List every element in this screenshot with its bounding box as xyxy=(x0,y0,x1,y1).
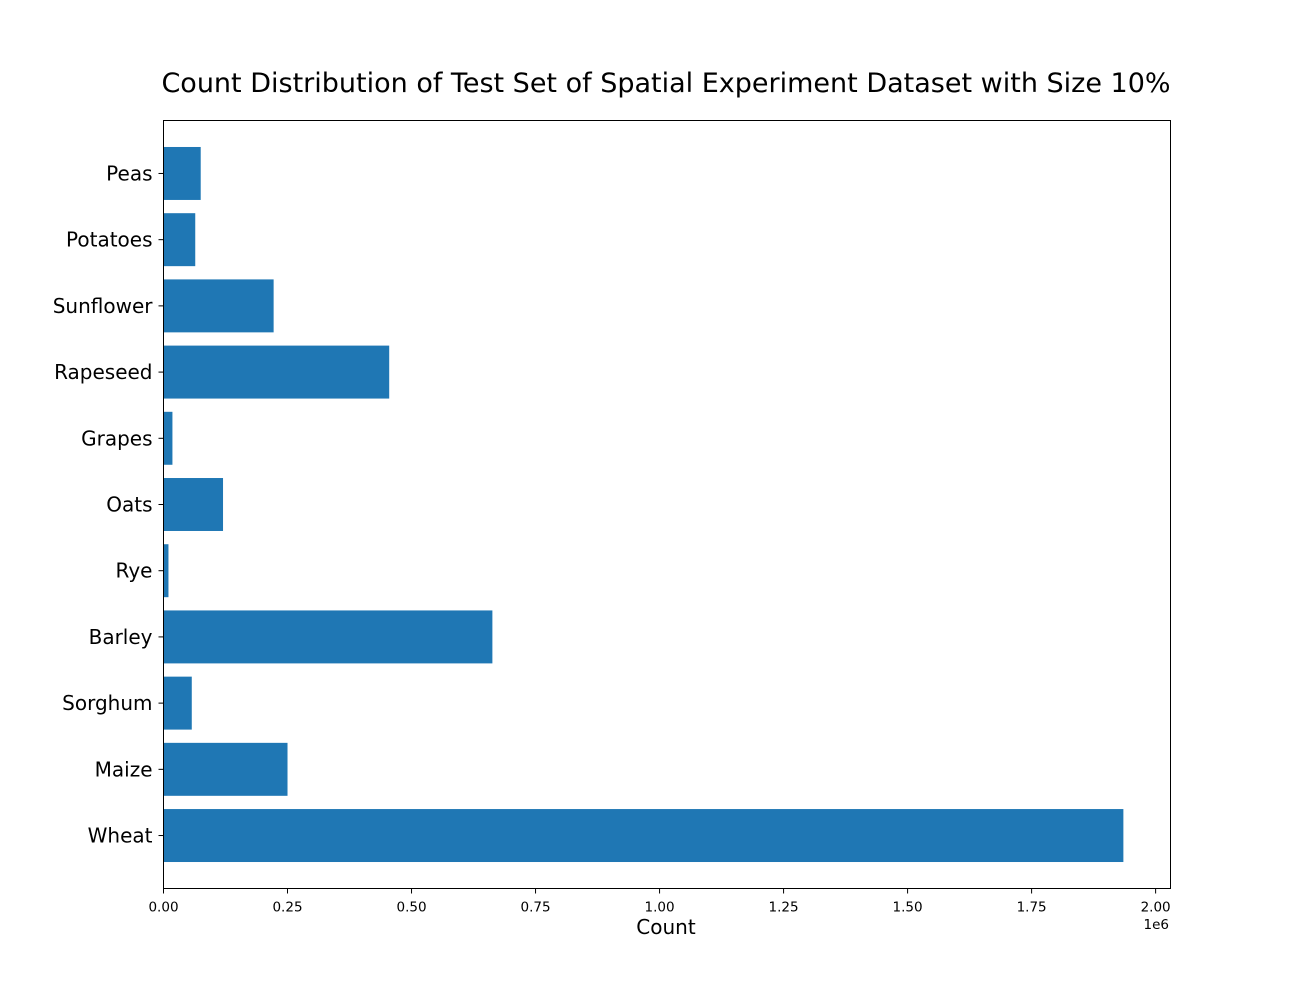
x-tick-label: 1.50 xyxy=(893,900,923,916)
chart-title: Count Distribution of Test Set of Spatia… xyxy=(161,68,1170,99)
bar-sunflower xyxy=(163,279,274,333)
bar-sorghum xyxy=(163,676,192,730)
x-tick-label: 1.75 xyxy=(1017,900,1047,916)
bar-peas xyxy=(163,146,201,200)
y-axis-categories: Wheat Maize Sorghum Barley Rye Oats Grapes Rape… xyxy=(53,161,164,848)
bar-rapeseed xyxy=(163,345,390,399)
x-tick-label: 1.00 xyxy=(645,900,675,916)
x-tick-label: 0.75 xyxy=(521,900,551,916)
category-label-peas: Peas xyxy=(106,161,152,185)
bar-rye xyxy=(163,544,169,598)
category-label-oats: Oats xyxy=(106,493,152,517)
x-axis-offset-label: 1e6 xyxy=(1144,917,1169,933)
category-label-sorghum: Sorghum xyxy=(62,691,152,715)
bar-grapes xyxy=(163,411,173,465)
x-tick-label: 2.00 xyxy=(1141,900,1171,916)
category-label-rye: Rye xyxy=(116,559,153,583)
category-label-barley: Barley xyxy=(89,625,153,649)
category-label-wheat: Wheat xyxy=(88,824,153,848)
bar-maize xyxy=(163,742,288,796)
bars-layer xyxy=(163,146,1124,863)
category-label-potatoes: Potatoes xyxy=(66,228,152,252)
x-tick-label: 1.25 xyxy=(769,900,799,916)
bar-wheat xyxy=(163,809,1124,863)
bar-potatoes xyxy=(163,213,196,267)
x-tick-label: 0.25 xyxy=(272,900,302,916)
x-axis-ticks: 0.00 0.25 0.50 0.75 1.00 1.25 1.50 1.75 2.00 xyxy=(148,888,1171,916)
category-label-grapes: Grapes xyxy=(81,426,152,450)
x-axis-label: Count xyxy=(636,915,696,939)
x-tick-label: 0.00 xyxy=(148,900,178,916)
x-tick-label: 0.50 xyxy=(396,900,426,916)
category-label-rapeseed: Rapeseed xyxy=(54,360,152,384)
category-label-sunflower: Sunflower xyxy=(53,294,154,318)
bar-barley xyxy=(163,610,493,664)
plot-frame xyxy=(163,120,1171,889)
bar-oats xyxy=(163,478,224,531)
category-label-maize: Maize xyxy=(95,757,153,781)
